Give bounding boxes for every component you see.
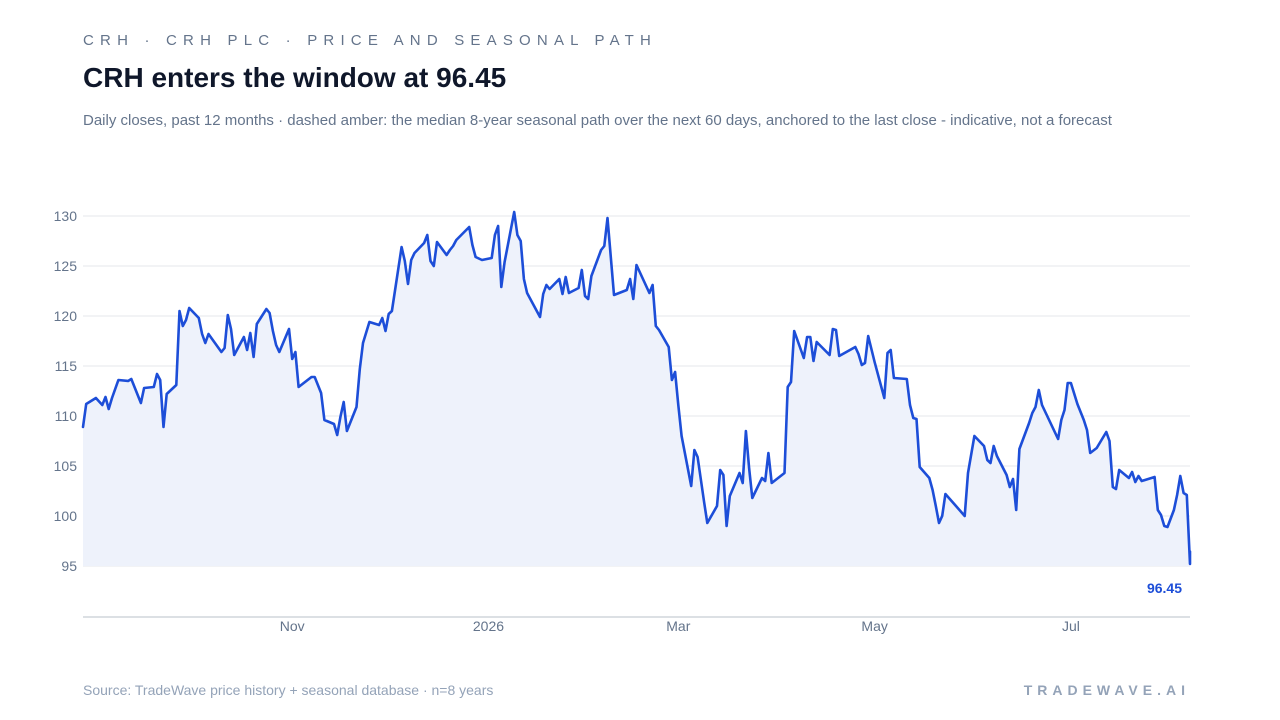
x-tick-label: Nov bbox=[280, 618, 305, 634]
y-tick-label: 95 bbox=[61, 558, 77, 574]
y-tick-label: 115 bbox=[55, 358, 78, 374]
x-tick-label: May bbox=[861, 618, 887, 634]
y-axis-ticks: 95 100 105 110 115 120 125 130 bbox=[54, 208, 78, 574]
y-tick-label: 120 bbox=[54, 308, 78, 324]
chart-subtitle: Daily closes, past 12 months · dashed am… bbox=[83, 112, 1112, 129]
source-note: Source: TradeWave price history + season… bbox=[83, 682, 494, 698]
y-tick-label: 110 bbox=[55, 408, 78, 424]
y-tick-label: 100 bbox=[54, 508, 78, 524]
x-axis-ticks: Nov 2026 Mar May Jul bbox=[280, 618, 1080, 634]
y-tick-label: 105 bbox=[54, 458, 78, 474]
last-value-label: 96.45 bbox=[1147, 580, 1182, 596]
y-tick-label: 130 bbox=[54, 208, 78, 224]
chart-title: CRH enters the window at 96.45 bbox=[83, 62, 507, 93]
chart-kicker: CRH · CRH PLC · PRICE AND SEASONAL PATH bbox=[83, 32, 658, 49]
brand-logo: TRADEWAVE.AI bbox=[1023, 682, 1190, 698]
x-tick-label: Jul bbox=[1062, 618, 1080, 634]
y-tick-label: 125 bbox=[54, 258, 78, 274]
x-tick-label: Mar bbox=[666, 618, 690, 634]
x-tick-label: 2026 bbox=[473, 618, 504, 634]
price-area bbox=[83, 212, 1190, 566]
price-line bbox=[81, 210, 1192, 566]
